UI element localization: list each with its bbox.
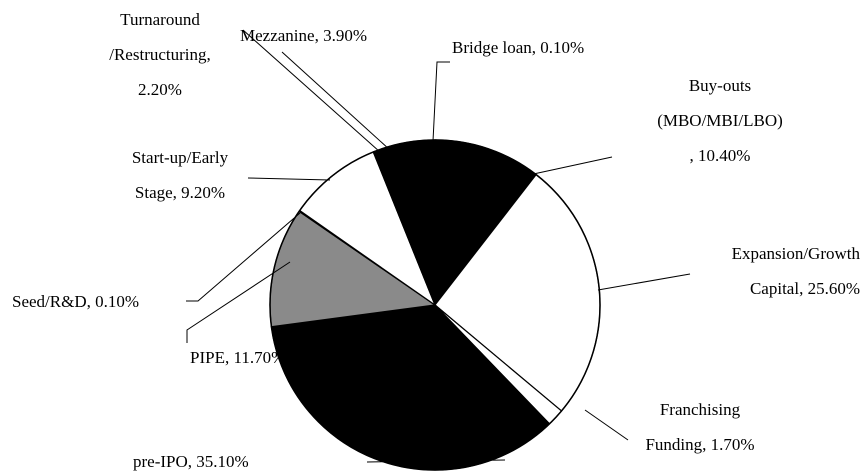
slice-label: PIPE, 11.70% <box>190 340 285 375</box>
slice-label: Bridge loan, 0.10% <box>452 30 584 65</box>
leader-line <box>242 29 381 153</box>
category-label: PIPE <box>190 348 225 367</box>
category-label: Turnaround /Restructuring <box>109 10 207 64</box>
pie-outline <box>269 139 601 471</box>
category-label: pre-IPO <box>133 452 188 471</box>
separator: , <box>531 38 541 57</box>
slice-label: Franchising Funding, 1.70% <box>645 392 754 462</box>
slice-label: Mezzanine, 3.90% <box>240 18 367 53</box>
slice-label: Buy-outs (MBO/MBI/LBO), 10.40% <box>657 68 783 173</box>
value-label: 1.70% <box>710 435 755 454</box>
separator: , <box>799 279 808 298</box>
separator: , <box>187 452 197 471</box>
value-label: 9.20% <box>181 183 226 202</box>
slice-label: pre-IPO, 35.10% <box>133 444 249 473</box>
value-label: 10.40% <box>698 146 751 165</box>
value-label: 0.10% <box>95 292 140 311</box>
value-label: 11.70% <box>233 348 286 367</box>
category-label: Expansion/Growth Capital <box>731 244 860 298</box>
category-label: Start-up/Early Stage <box>131 148 229 202</box>
separator: , <box>689 146 699 165</box>
category-label: Franchising Funding <box>645 400 741 454</box>
leader-line <box>247 177 331 181</box>
slice-label: Expansion/Growth Capital, 25.60% <box>732 236 860 306</box>
category-label: Bridge loan <box>452 38 532 57</box>
value-label: 2.20% <box>138 80 182 99</box>
leader-line <box>281 51 391 151</box>
value-label: 25.60% <box>807 279 860 298</box>
category-label: Seed/R&D <box>12 292 87 311</box>
value-label: 35.10% <box>196 452 249 471</box>
leader-line <box>186 212 301 302</box>
category-label: Buy-outs (MBO/MBI/LBO) <box>657 76 783 130</box>
leader-line <box>432 61 450 142</box>
value-label: 0.10% <box>540 38 585 57</box>
separator: , <box>86 292 96 311</box>
leader-line <box>584 409 629 441</box>
separator: , <box>172 183 182 202</box>
slice-label: Start-up/Early Stage, 9.20% <box>132 140 228 210</box>
separator: , <box>224 348 234 367</box>
slice-label: Turnaround /Restructuring, 2.20% <box>109 2 211 107</box>
leader-line <box>186 261 291 343</box>
separator: , <box>702 435 711 454</box>
value-label: 3.90% <box>323 26 367 45</box>
leader-line <box>366 459 506 463</box>
separator: , <box>314 26 324 45</box>
leader-line <box>597 273 691 291</box>
slice-label: Seed/R&D, 0.10% <box>12 284 139 319</box>
category-label: Mezzanine <box>240 26 315 45</box>
separator: , <box>206 45 211 64</box>
leader-line <box>514 156 613 179</box>
